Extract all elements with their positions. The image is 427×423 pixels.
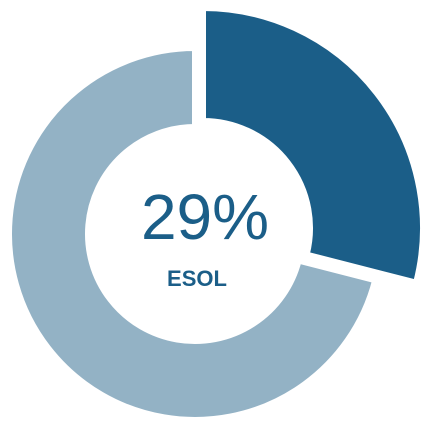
donut xyxy=(6,4,426,423)
center-value: 29% xyxy=(141,181,269,253)
center-label: ESOL xyxy=(167,266,227,291)
donut-segment xyxy=(200,4,426,287)
donut-segment xyxy=(6,44,379,423)
